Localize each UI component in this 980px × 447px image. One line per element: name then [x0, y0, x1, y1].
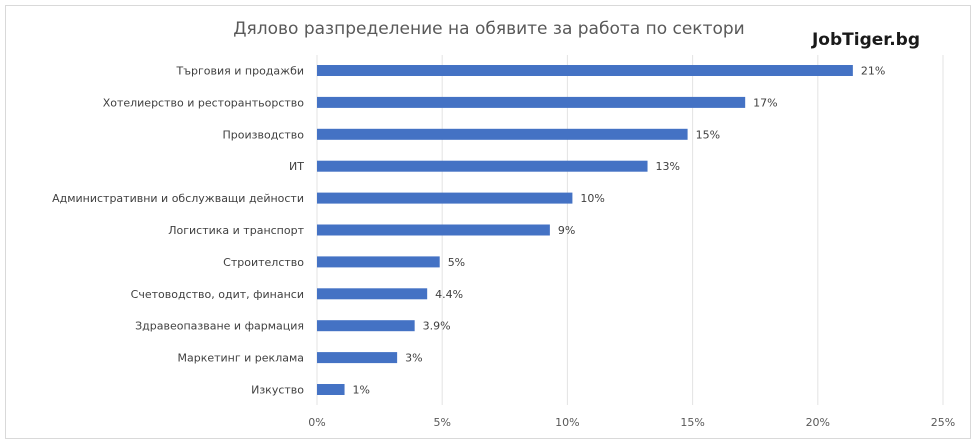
category-label: Маркетинг и реклама	[178, 352, 305, 365]
bar-3	[317, 160, 648, 172]
category-label: Строителство	[223, 256, 304, 269]
data-label: 9%	[558, 224, 575, 237]
category-label: ИТ	[289, 160, 304, 173]
data-label: 4.4%	[435, 288, 463, 301]
bar-0	[317, 65, 853, 76]
category-label: Изкуство	[251, 384, 304, 397]
category-label: Административни и обслужващи дейности	[52, 192, 304, 205]
bar-6	[317, 256, 440, 268]
category-labels: Търговия и продажби Хотелиерство и рестор…	[52, 65, 305, 397]
x-tick-label: 10%	[555, 416, 579, 429]
category-label: Здравеопазване и фармация	[135, 320, 304, 333]
x-tick-label: 25%	[931, 416, 955, 429]
x-tick-label: 20%	[806, 416, 830, 429]
category-label: Търговия и продажби	[176, 65, 304, 78]
data-label: 3%	[405, 352, 422, 365]
x-tick-label: 15%	[680, 416, 704, 429]
category-label: Хотелиерство и ресторантьорство	[103, 96, 305, 109]
data-label: 1%	[353, 384, 370, 397]
data-label: 10%	[580, 192, 604, 205]
x-tick-label: 5%	[433, 416, 450, 429]
category-label: Логистика и транспорт	[168, 224, 304, 237]
bar-9	[317, 352, 398, 364]
category-label: Производство	[223, 128, 305, 141]
bars	[317, 65, 853, 395]
data-label: 17%	[753, 96, 777, 109]
data-label: 5%	[448, 256, 465, 269]
data-label: 3.9%	[423, 320, 451, 333]
bar-5	[317, 224, 550, 236]
gridlines	[316, 55, 944, 405]
bar-7	[317, 288, 428, 300]
data-label: 15%	[696, 128, 720, 141]
bar-8	[317, 320, 415, 332]
x-axis-tick-labels: 0% 5% 10% 15% 20% 25%	[308, 416, 955, 429]
category-label: Счетоводство, одит, финанси	[131, 288, 304, 301]
bar-2	[317, 128, 688, 140]
data-labels: 21% 17% 15% 13% 10% 9% 5% 4.4% 3.9% 3% 1%	[353, 65, 886, 397]
data-label: 21%	[861, 65, 885, 78]
brand-logo-text: JobTiger.bg	[811, 30, 920, 50]
bar-4	[317, 192, 573, 204]
bar-1	[317, 96, 746, 108]
chart-frame	[5, 5, 971, 439]
bar-10	[317, 384, 345, 395]
x-tick-label: 0%	[308, 416, 325, 429]
chart-title: Дялово разпределение на обявите за работ…	[233, 19, 744, 39]
data-label: 13%	[656, 160, 680, 173]
